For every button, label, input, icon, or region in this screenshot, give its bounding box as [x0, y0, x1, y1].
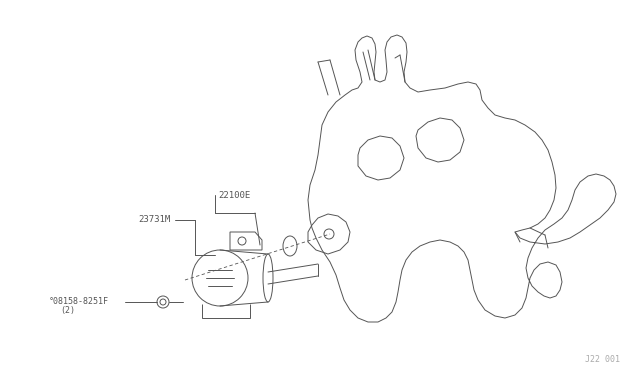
Text: 23731M: 23731M: [138, 215, 170, 224]
Text: J22 001: J22 001: [585, 356, 620, 365]
Text: °08158-8251F: °08158-8251F: [49, 298, 109, 307]
Text: (2): (2): [60, 307, 75, 315]
Text: 22100E: 22100E: [218, 190, 250, 199]
